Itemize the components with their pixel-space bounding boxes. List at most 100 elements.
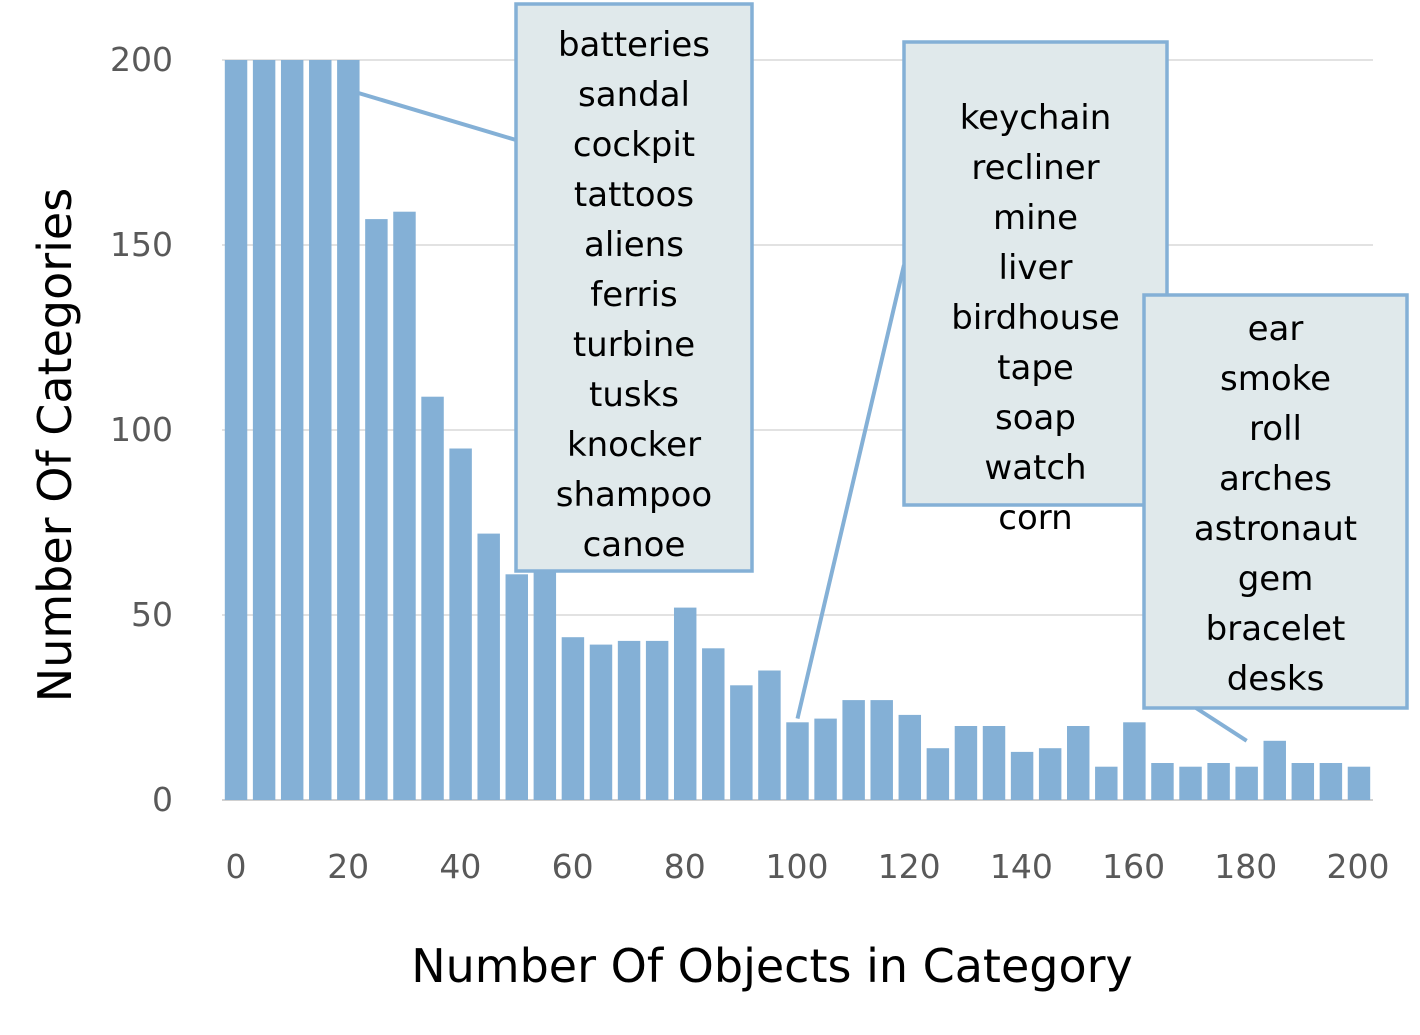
bar [449,448,472,800]
bar [505,574,528,800]
x-tick-label: 160 [1102,847,1165,886]
bar [1347,766,1371,800]
bar [673,607,697,800]
bar [982,726,1006,800]
y-axis-title: Number Of Categories [28,188,82,702]
callout-label: roll [1249,409,1302,449]
bar [898,714,922,800]
callout-label: bracelet [1206,609,1346,649]
y-tick-label: 150 [110,225,173,264]
bar [365,219,388,801]
y-axis-ticks: 0 50 100 150 200 [110,40,173,819]
x-tick-label: 60 [552,847,594,886]
bar [421,396,444,800]
callout-label: sandal [578,75,690,115]
callout-label: mine [993,198,1078,238]
bar [1067,726,1090,800]
bar [280,60,304,800]
bar [337,60,360,800]
callout-label: keychain [960,98,1112,138]
callout-label: turbine [573,325,695,365]
callout-label: batteries [558,25,710,65]
bar [926,748,950,800]
callout-box-2: keychain recliner mine liver birdhouse tape so… [902,40,1169,538]
bar [1179,766,1202,800]
callout-label: shampoo [556,475,712,515]
y-tick-label: 0 [152,780,173,819]
bars [224,60,1371,801]
bar [393,211,416,800]
x-tick-label: 120 [878,847,941,886]
bar [1235,766,1258,800]
callout-background [902,40,1169,507]
bar [758,670,781,800]
callout-background [514,2,754,573]
callout-label: ear [1248,309,1304,349]
callouts: batteries sandal cockpit tattoos aliens ferri… [514,2,1409,710]
callout-label: liver [999,248,1073,288]
bar [617,640,641,800]
bar [477,533,500,800]
bar [1207,763,1230,800]
callout-label: tattoos [574,175,694,215]
bar [730,685,753,800]
x-tick-label: 20 [327,847,369,886]
callout-connector [1194,706,1248,743]
x-axis-title: Number Of Objects in Category [411,939,1133,993]
callout-label: cockpit [573,125,695,165]
bar [1291,763,1315,800]
x-tick-label: 80 [664,847,706,886]
callout-box-1: batteries sandal cockpit tattoos aliens ferri… [514,2,754,573]
callout-label: aliens [584,225,684,265]
bar [842,700,865,800]
bar [814,718,837,800]
callout-label: corn [998,498,1072,538]
x-tick-label: 140 [990,847,1053,886]
y-tick-label: 50 [131,595,173,634]
callout-label: arches [1219,459,1332,499]
bar [1010,751,1034,800]
callout-label: canoe [583,525,686,565]
x-tick-label: 180 [1214,847,1277,886]
callout-label: tusks [589,375,679,415]
bar [224,60,248,800]
x-tick-label: 200 [1327,847,1390,886]
callout-label: astronaut [1194,509,1357,549]
callout-label: desks [1227,659,1325,699]
callout-connector [795,264,906,720]
callout-label: ferris [590,275,677,315]
callout-connectors [347,88,1248,743]
bar [1151,763,1174,800]
bar [1319,763,1343,800]
bar [1123,722,1146,800]
bar [561,637,585,800]
bar [252,60,276,800]
callout-label: smoke [1220,359,1331,399]
callout-label: knocker [567,425,701,465]
callout-box-3: ear smoke roll arches astronaut gem bracelet de… [1142,293,1409,710]
x-tick-label: 100 [766,847,829,886]
x-axis-ticks: 0 20 40 60 80 100 120 140 160 180 200 [226,847,1390,886]
bar [870,700,893,800]
callout-label: birdhouse [951,298,1120,338]
x-tick-label: 0 [226,847,247,886]
y-tick-label: 100 [110,410,173,449]
bar [1095,766,1118,800]
callout-label: soap [995,398,1076,438]
x-tick-label: 40 [439,847,481,886]
bar [589,644,613,800]
callout-label: gem [1238,559,1314,599]
bar [702,648,725,800]
callout-label: recliner [971,148,1099,188]
y-tick-label: 200 [110,40,173,79]
bar [533,555,557,800]
bar [1263,740,1286,800]
bar [954,726,978,800]
callout-connector [347,88,517,142]
bar [645,640,669,800]
callout-background [1142,293,1409,710]
bar [786,722,809,800]
callout-label: tape [997,348,1074,388]
